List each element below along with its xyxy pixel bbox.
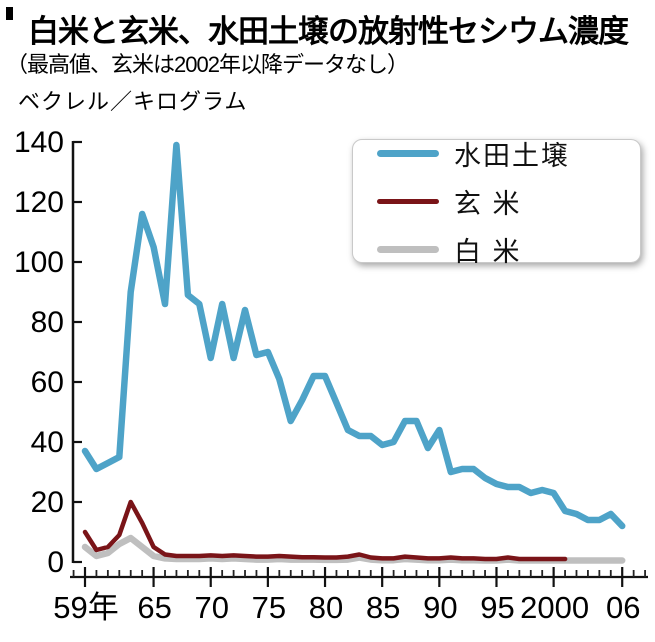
legend-swatch-brown-rice	[377, 198, 439, 204]
legend-swatch-white-rice	[377, 245, 439, 253]
unit-axis-label: ベクレル／キログラム	[18, 89, 248, 114]
x-tick-label: 85	[366, 590, 400, 625]
chart-title: 白米と玄米、水田土壌の放射性セシウム濃度	[28, 14, 629, 49]
legend-label-brown-rice: 玄 米	[454, 188, 522, 219]
series-soil	[81, 141, 626, 530]
y-tick-label: 80	[31, 306, 64, 339]
x-tick-label: 95	[480, 590, 514, 625]
y-tick-label: 140	[14, 126, 64, 159]
y-tick-label: 100	[14, 246, 64, 279]
legend-label-white-rice: 白 米	[454, 236, 522, 267]
y-tick-label: 60	[31, 366, 64, 399]
legend-item-brown-rice: 玄 米	[377, 182, 640, 221]
corner-mark	[6, 7, 13, 20]
x-tick-label: 70	[194, 590, 228, 625]
x-tick-label: 90	[423, 590, 457, 625]
x-tick-label: 2000	[520, 590, 589, 625]
series-brown-rice	[82, 499, 568, 562]
x-tick-label: 80	[309, 590, 343, 625]
y-tick-label: 20	[31, 486, 64, 519]
y-tick-label: 40	[31, 426, 64, 459]
legend-item-white-rice: 白 米	[377, 230, 640, 269]
x-tick-label: 75	[252, 590, 286, 625]
legend-swatch-soil	[377, 149, 439, 157]
legend-item-soil: 水田土壌	[377, 134, 640, 173]
legend-label-soil: 水田土壌	[454, 140, 570, 171]
x-tick-label: 06	[606, 590, 640, 625]
chart-subtitle: （最高値、玄米は2002年以降データなし）	[6, 52, 409, 77]
x-tick-label: 65	[137, 590, 171, 625]
y-tick-label: 0	[47, 546, 64, 579]
y-tick-label: 120	[14, 186, 64, 219]
legend: 水田土壌玄 米白 米	[352, 139, 641, 267]
x-tick-label: 59年	[53, 590, 118, 625]
